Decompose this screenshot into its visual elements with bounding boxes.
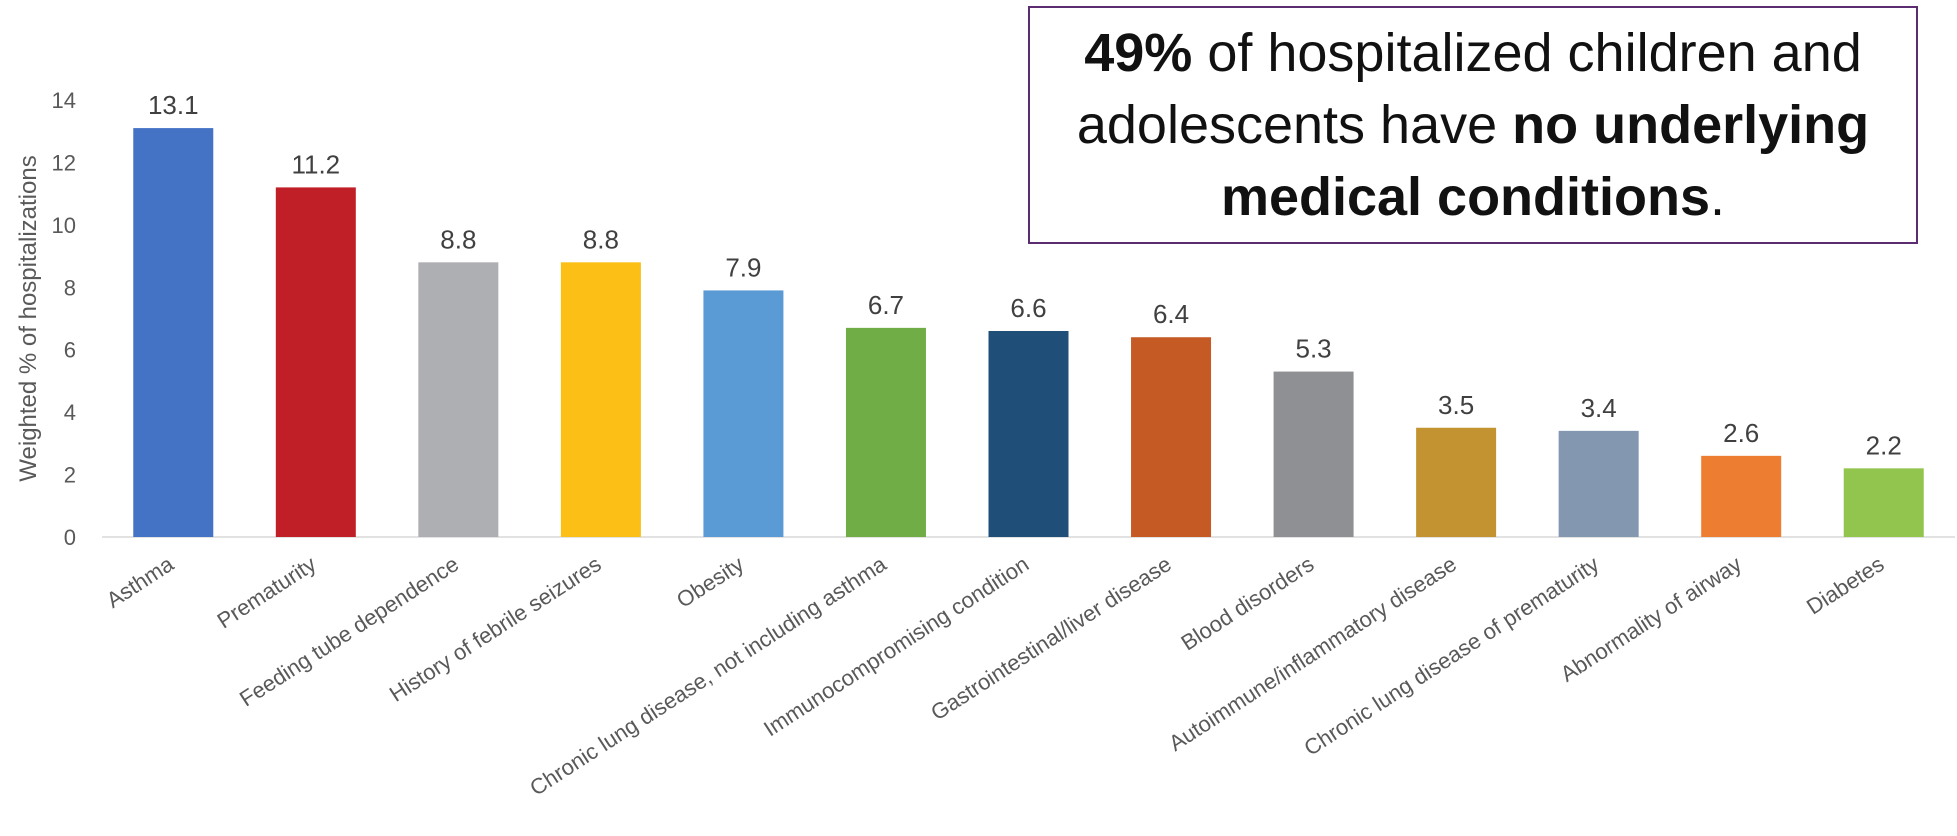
x-category-label: Asthma [102, 551, 179, 613]
y-tick-label: 4 [64, 400, 76, 425]
bar [845, 327, 926, 537]
y-tick-label: 10 [52, 213, 76, 238]
bar [275, 187, 356, 537]
bar [133, 128, 214, 538]
y-tick-label: 0 [64, 525, 76, 550]
x-category-label: Blood disorders [1176, 551, 1318, 655]
data-label: 3.5 [1438, 390, 1474, 420]
callout-text: 49% of hospitalized children and adolesc… [1050, 17, 1896, 233]
y-axis-title: Weighted % of hospitalizations [15, 155, 42, 481]
data-label: 3.4 [1581, 393, 1617, 423]
data-labels: 13.1 11.2 8.8 8.8 7.9 6.7 6.6 6.4 5.3 3.5 3.4 2.6 2.… [148, 90, 1902, 460]
bar [560, 262, 641, 537]
data-label: 6.4 [1153, 299, 1189, 329]
y-tick-label: 2 [64, 463, 76, 488]
data-label: 11.2 [291, 149, 340, 179]
x-category-label: Gastrointestinal/liver disease [926, 551, 1175, 725]
bar [418, 262, 499, 537]
bar [1843, 468, 1924, 537]
callout-emphasis: no underlying medical conditions [1220, 95, 1870, 227]
bar [1416, 427, 1497, 537]
bar [703, 290, 784, 537]
data-label: 8.8 [440, 224, 476, 254]
data-label: 6.6 [1010, 293, 1046, 323]
bar [1701, 455, 1782, 537]
data-label: 2.6 [1723, 418, 1759, 448]
y-tick-label: 14 [52, 88, 76, 113]
y-tick-label: 12 [52, 150, 76, 175]
bar [1273, 371, 1354, 537]
data-label: 6.7 [868, 290, 904, 320]
x-category-label: Obesity [672, 551, 748, 613]
bar [1558, 430, 1639, 537]
data-label: 2.2 [1866, 430, 1902, 460]
callout-period: . [1710, 167, 1726, 227]
y-axis-ticks: 0 2 4 6 8 10 12 14 [52, 88, 76, 550]
x-category-label: Immunocompromising condition [759, 551, 1033, 741]
bar [1131, 337, 1212, 537]
x-category-label: Autoimmune/inflammatory disease [1164, 551, 1461, 756]
callout-box: 49% of hospitalized children and adolesc… [1028, 6, 1918, 244]
x-category-label: Chronic lung disease of prematurity [1300, 551, 1604, 760]
data-label: 7.9 [725, 252, 761, 282]
callout-percent: 49% [1084, 23, 1193, 83]
bars [133, 128, 1924, 538]
data-label: 5.3 [1295, 334, 1331, 364]
y-tick-label: 8 [64, 275, 76, 300]
x-category-label: Diabetes [1802, 551, 1888, 619]
callout-text-part: of hospitalized children and adolescents… [1076, 23, 1862, 155]
data-label: 13.1 [148, 90, 199, 120]
y-tick-label: 6 [64, 338, 76, 363]
data-label: 8.8 [583, 224, 619, 254]
bar [988, 330, 1069, 537]
x-category-label: Prematurity [213, 551, 321, 633]
